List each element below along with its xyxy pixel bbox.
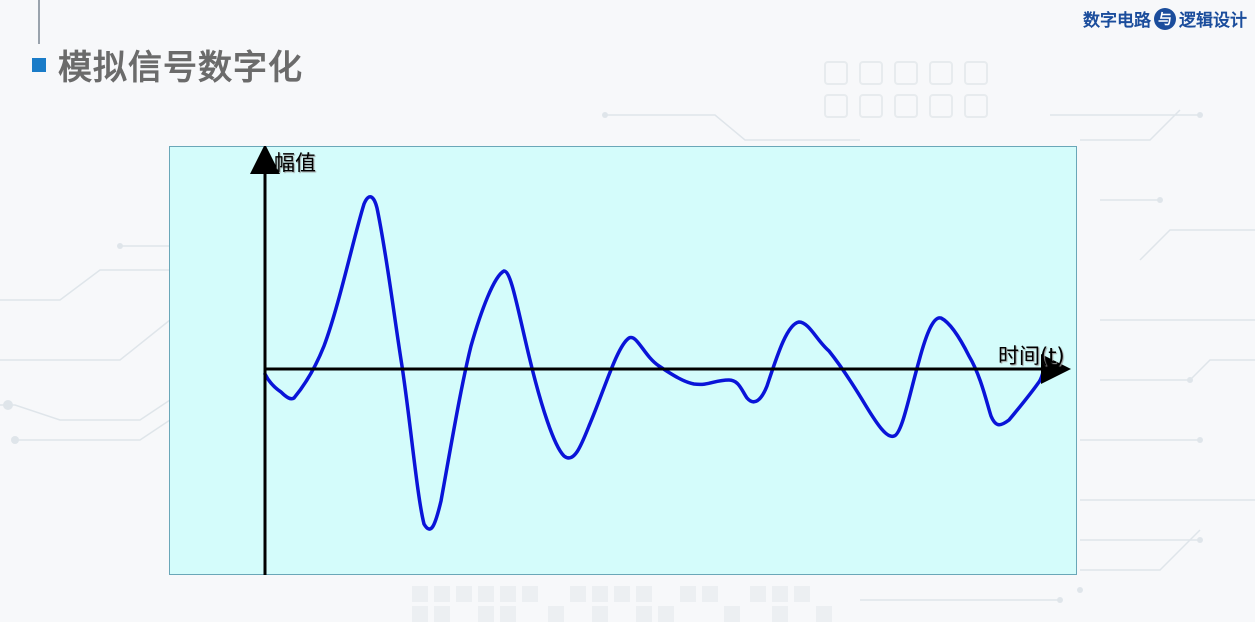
brand-circle-mark: 与	[1154, 7, 1176, 30]
title-bullet-square	[32, 57, 46, 72]
signal-diagram	[250, 146, 1071, 575]
page-title: 模拟信号数字化	[32, 40, 303, 89]
analog-signal-waveform	[263, 195, 1046, 531]
brand-text-right: 逻辑设计	[1179, 11, 1247, 31]
top-divider-line	[38, 0, 40, 44]
signal-plot-area	[169, 146, 1077, 575]
y-axis-label: 幅值	[274, 151, 316, 175]
course-brand-logo: 数字电路 与 逻辑设计	[1083, 6, 1247, 31]
brand-text-left: 数字电路	[1083, 11, 1151, 31]
page-title-text: 模拟信号数字化	[58, 48, 303, 88]
x-axis-label: 时间(t)	[998, 344, 1065, 368]
